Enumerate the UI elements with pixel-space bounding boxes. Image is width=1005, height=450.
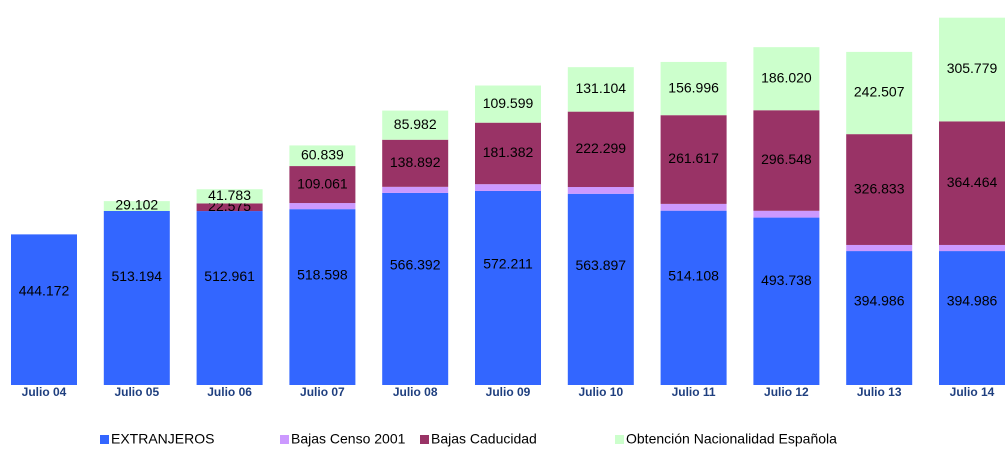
data-label: 493.738 bbox=[761, 272, 812, 288]
x-tick-label: Julio 12 bbox=[764, 385, 809, 399]
data-label: 222.299 bbox=[575, 140, 626, 156]
bar-segment bbox=[660, 61, 727, 116]
x-tick-label: Julio 04 bbox=[22, 385, 67, 399]
x-tick-label: Julio 10 bbox=[578, 385, 623, 399]
data-label: 305.779 bbox=[947, 60, 998, 76]
legend-swatch bbox=[615, 435, 624, 444]
x-tick-label: Julio 14 bbox=[950, 385, 995, 399]
data-label: 512.961 bbox=[204, 268, 255, 284]
data-label: 326.833 bbox=[854, 180, 905, 196]
data-label: 444.172 bbox=[19, 282, 70, 298]
data-label: 296.548 bbox=[761, 151, 812, 167]
data-label: 109.599 bbox=[483, 95, 534, 111]
legend-label: Obtención Nacionalidad Española bbox=[626, 431, 837, 447]
bar-segment bbox=[289, 203, 356, 210]
bar-segment bbox=[753, 210, 820, 218]
data-label: 60.839 bbox=[301, 146, 344, 162]
legend-swatch bbox=[100, 435, 109, 444]
bar-segment bbox=[475, 85, 541, 123]
bar-segment bbox=[475, 122, 541, 185]
bar-segment bbox=[289, 166, 356, 204]
data-label: 131.104 bbox=[575, 80, 626, 96]
bar-segment bbox=[382, 192, 449, 385]
data-label: 29.102 bbox=[115, 197, 158, 213]
bar-segment bbox=[382, 139, 449, 187]
bar-segment bbox=[939, 17, 1005, 122]
legend-label: Bajas Caducidad bbox=[431, 431, 537, 447]
bar-segment bbox=[103, 201, 170, 211]
bar-segment bbox=[660, 210, 727, 385]
bar-segment bbox=[289, 209, 356, 385]
data-label: 572.211 bbox=[483, 255, 533, 271]
bar-segment bbox=[475, 184, 541, 191]
data-label: 566.392 bbox=[390, 257, 441, 273]
bar-segment bbox=[103, 210, 170, 385]
bar-segment bbox=[939, 251, 1005, 385]
bar-segment bbox=[567, 111, 634, 188]
data-label: 513.194 bbox=[111, 268, 162, 284]
bar-segment bbox=[196, 189, 263, 204]
bar-segment bbox=[939, 121, 1005, 245]
x-tick-label: Julio 08 bbox=[393, 385, 438, 399]
bar-segment bbox=[846, 134, 913, 245]
bar-segment bbox=[846, 51, 913, 135]
data-label: 364.464 bbox=[947, 174, 998, 190]
bar-segment bbox=[382, 110, 449, 140]
bar-segment bbox=[567, 67, 634, 112]
legend-label: EXTRANJEROS bbox=[111, 431, 214, 447]
x-tick-label: Julio 11 bbox=[672, 385, 716, 399]
bar-segment bbox=[11, 234, 77, 385]
data-label: 109.061 bbox=[297, 175, 348, 191]
bar-segment bbox=[196, 211, 263, 385]
bar-segment bbox=[753, 47, 820, 111]
bar-segment bbox=[846, 251, 913, 385]
data-label: 85.982 bbox=[394, 116, 437, 132]
data-label: 563.897 bbox=[575, 257, 626, 273]
data-label: 181.382 bbox=[483, 144, 534, 160]
x-tick-label: Julio 05 bbox=[114, 385, 159, 399]
data-label: 138.892 bbox=[390, 154, 441, 170]
x-tick-label: Julio 06 bbox=[207, 385, 252, 399]
data-label: 514.108 bbox=[668, 268, 719, 284]
bar-segment bbox=[382, 186, 449, 193]
bar-segment bbox=[846, 244, 913, 252]
bar-segment bbox=[939, 244, 1005, 252]
bar-segment bbox=[753, 110, 820, 211]
legend-swatch bbox=[420, 435, 429, 444]
data-label: 518.598 bbox=[297, 267, 348, 283]
x-tick-label: Julio 07 bbox=[300, 385, 345, 399]
data-label: 186.020 bbox=[761, 69, 812, 85]
bar-segment bbox=[289, 145, 356, 167]
bar-segment bbox=[567, 193, 634, 385]
data-label: 261.617 bbox=[668, 150, 719, 166]
data-label: 41.783 bbox=[208, 187, 251, 203]
data-label: 242.507 bbox=[854, 84, 905, 100]
x-tick-label: Julio 09 bbox=[486, 385, 531, 399]
legend-label: Bajas Censo 2001 bbox=[291, 431, 406, 447]
bar-segment bbox=[660, 203, 727, 211]
x-tick-label: Julio 13 bbox=[857, 385, 902, 399]
bar-segment bbox=[196, 203, 263, 212]
bar-segment bbox=[753, 217, 820, 385]
legend-swatch bbox=[280, 435, 289, 444]
data-label: 394.986 bbox=[947, 293, 998, 309]
bar-segment bbox=[567, 187, 634, 194]
data-label: 156.996 bbox=[668, 79, 719, 95]
bar-segment bbox=[475, 190, 541, 385]
data-label: 394.986 bbox=[854, 293, 905, 309]
bar-segment bbox=[660, 115, 727, 204]
